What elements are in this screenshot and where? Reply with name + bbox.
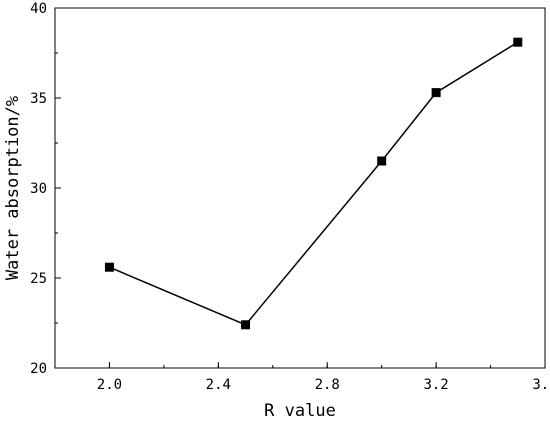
y-tick-label: 40 bbox=[30, 1, 47, 17]
y-axis-title: Water absorption/% bbox=[3, 96, 23, 280]
y-tick-label: 35 bbox=[30, 91, 47, 107]
x-axis-title: R value bbox=[264, 401, 336, 421]
x-tick-label: 2.4 bbox=[206, 377, 231, 393]
x-tick-label: 2.0 bbox=[97, 377, 122, 393]
y-tick-label: 20 bbox=[30, 361, 47, 377]
x-tick-label: 3.2 bbox=[423, 377, 448, 393]
data-point-marker bbox=[241, 320, 251, 330]
data-point-marker bbox=[513, 37, 523, 47]
data-point-marker bbox=[377, 156, 387, 166]
x-tick-label: 2.8 bbox=[315, 377, 340, 393]
x-axis-ticks: 2.0 2.4 2.8 3.2 3.6 bbox=[54, 362, 550, 393]
y-tick-label: 30 bbox=[30, 181, 47, 197]
x-tick-label: 3.6 bbox=[532, 377, 550, 393]
y-tick-label: 25 bbox=[30, 271, 47, 287]
plot-frame bbox=[54, 7, 546, 369]
data-point-marker bbox=[431, 88, 441, 98]
data-point-marker bbox=[104, 262, 114, 272]
series-layer bbox=[104, 37, 523, 330]
series-line bbox=[109, 41, 519, 326]
y-axis-ticks: 20 25 30 35 40 bbox=[30, 1, 61, 377]
